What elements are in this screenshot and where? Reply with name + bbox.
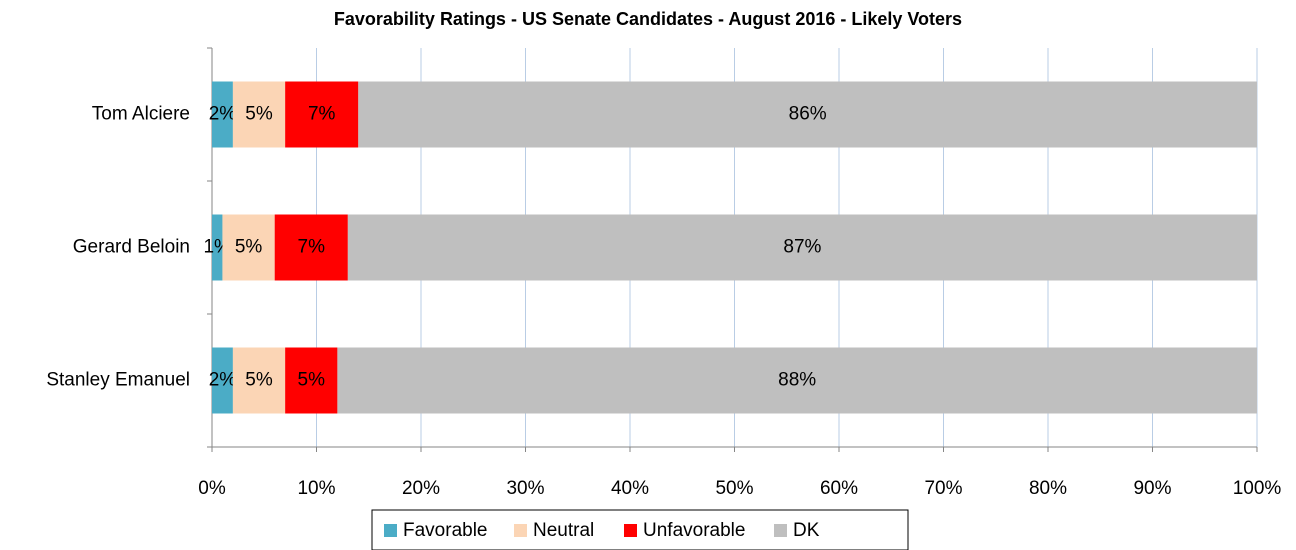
bar-segment [212,81,233,148]
data-label: 87% [783,237,821,258]
bar-segment [222,214,275,281]
x-tick-label: 90% [1133,478,1171,499]
x-tick-label: 60% [820,478,858,499]
bar-segment [212,214,223,281]
y-tick-label: Gerard Beloin [73,237,190,258]
legend-label: Neutral [533,520,594,541]
data-label: 2% [209,104,237,125]
x-tick-label: 30% [506,478,544,499]
y-tick-label: Stanley Emanuel [46,370,190,391]
bar-segment [285,347,338,414]
bar-segment [232,347,286,414]
legend-swatch [514,524,527,537]
data-label: 7% [298,237,326,258]
x-tick-label: 0% [198,478,226,499]
data-label: 88% [778,370,816,391]
data-label: 2% [209,370,237,391]
bar-segment [212,347,233,414]
data-label: 5% [245,104,273,125]
legend-label: Unfavorable [643,520,745,541]
data-label: 5% [235,237,263,258]
legend-swatch [384,524,397,537]
legend-label: DK [793,520,820,541]
bar-segment [285,81,359,148]
bar-segment [347,214,1258,281]
legend-box [371,509,909,550]
legend-swatch [774,524,787,537]
x-tick-label: 100% [1233,478,1282,499]
x-tick-label: 70% [924,478,962,499]
x-tick-label: 20% [402,478,440,499]
legend-label: Favorable [403,520,488,541]
bar-segment [337,347,1257,414]
x-tick-label: 40% [611,478,649,499]
chart-title: Favorability Ratings - US Senate Candida… [334,9,962,29]
bar-segment [232,81,286,148]
y-tick-label: Tom Alciere [92,104,190,125]
data-label: 5% [298,370,326,391]
data-label: 86% [789,104,827,125]
bar-segment [274,214,348,281]
legend-swatch [624,524,637,537]
x-tick-label: 10% [297,478,335,499]
x-tick-label: 50% [715,478,753,499]
data-label: 7% [308,104,336,125]
x-tick-label: 80% [1029,478,1067,499]
data-label: 5% [245,370,273,391]
bar-segment [358,81,1257,148]
